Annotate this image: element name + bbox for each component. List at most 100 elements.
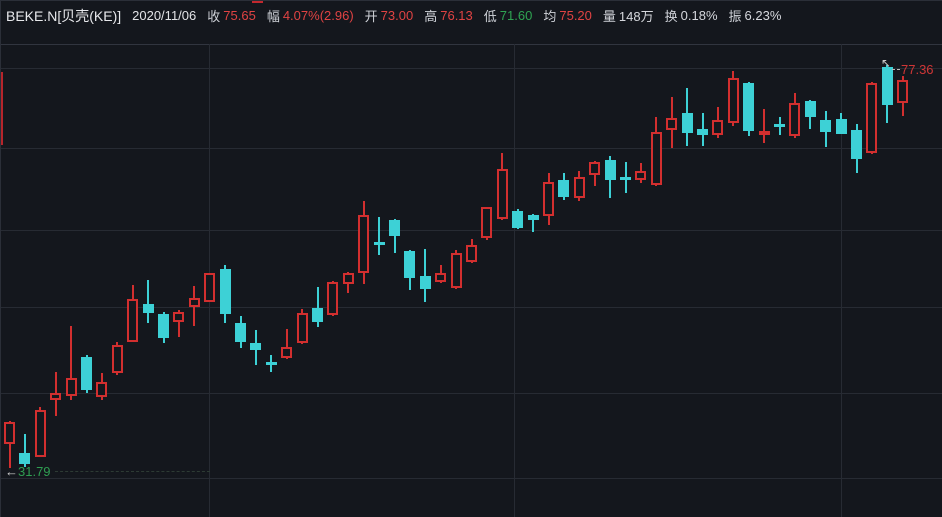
gridline-horizontal <box>0 478 942 479</box>
candle-body <box>697 129 708 136</box>
stat-value-avg: 75.20 <box>559 8 592 23</box>
stat-value-high: 76.13 <box>440 8 473 23</box>
candle-body <box>34 410 46 457</box>
candle-body <box>851 130 862 160</box>
candle-body <box>897 80 909 104</box>
symbol-name: BEKE.N[贝壳(KE)] <box>6 7 122 24</box>
candle-wick <box>316 286 319 327</box>
stat-value-close: 75.65 <box>223 8 256 23</box>
top-border-line <box>0 0 942 1</box>
stat-label-close: 收 <box>207 9 221 24</box>
candle-wick <box>23 433 26 467</box>
candle-body <box>681 113 693 134</box>
gridline-horizontal <box>0 68 942 69</box>
low-price-label: 31.79 <box>18 464 51 479</box>
candle-body <box>835 119 847 135</box>
stat-label-open: 开 <box>364 9 378 24</box>
candle-body <box>466 245 477 262</box>
stat-label-high: 高 <box>424 9 438 24</box>
candle-body <box>81 357 92 391</box>
low-price-leader-line <box>55 471 210 472</box>
candle-wick <box>378 217 381 256</box>
candle-body <box>789 102 801 136</box>
candle-wick <box>70 326 73 401</box>
stat-high: 高 76.13 <box>424 6 473 25</box>
left-border-line <box>0 0 1 517</box>
candle-body <box>4 421 15 444</box>
gridline-horizontal <box>0 230 942 231</box>
quote-date: 2020/11/06 <box>132 8 197 23</box>
candle-body <box>435 273 447 282</box>
candle-body <box>188 297 200 308</box>
candle-body <box>666 118 678 130</box>
stat-value-change: 4.07%(2.96) <box>282 8 354 23</box>
stat-value-volume: 148万 <box>618 9 654 24</box>
candle-body <box>650 131 662 185</box>
candle-wick <box>8 421 11 468</box>
stat-close: 收 75.65 <box>207 6 256 25</box>
candle-body <box>250 342 262 351</box>
candle-body <box>712 120 724 136</box>
candle-body <box>635 171 647 181</box>
candle-body <box>481 207 493 239</box>
gridline-vertical-month <box>841 44 842 517</box>
candle-body <box>758 131 770 136</box>
candle-body <box>589 161 601 176</box>
candle-body <box>219 269 231 315</box>
stat-label-volume: 量 <box>602 9 616 24</box>
stat-value-open: 73.00 <box>380 8 414 23</box>
candle-body <box>312 308 323 322</box>
candle-body <box>727 78 739 124</box>
candle-body <box>265 361 277 365</box>
candle-body <box>866 82 878 154</box>
candle-body <box>281 346 293 359</box>
candle-body <box>404 251 416 279</box>
candle-body <box>804 100 816 117</box>
candle-body <box>450 253 462 289</box>
stat-label-low: 低 <box>483 9 497 24</box>
candle-body <box>111 345 123 374</box>
candle-body <box>142 304 154 314</box>
candle-body <box>820 120 832 132</box>
high-price-label: 77.36 <box>901 62 934 77</box>
candle-body <box>373 241 385 245</box>
stat-low: 低 71.60 <box>484 6 533 25</box>
candle-body <box>65 378 77 397</box>
quote-header: BEKE.N[贝壳(KE)] 2020/11/06 收 75.65 幅 4.07%(2… <box>0 1 942 30</box>
candle-wick <box>177 310 180 337</box>
top-red-tick <box>252 0 263 3</box>
candle-wick <box>147 280 150 324</box>
stat-volume: 量 148万 <box>603 6 654 25</box>
candle-body <box>173 311 185 322</box>
stat-label-turnover: 换 <box>664 9 678 24</box>
candle-body <box>96 381 108 397</box>
candle-wick <box>393 219 396 254</box>
candle-body <box>543 181 554 216</box>
candle-body <box>50 393 62 401</box>
candle-body <box>204 273 216 302</box>
candle-body <box>358 215 370 274</box>
candle-body <box>389 220 400 237</box>
candle-body <box>558 180 570 197</box>
candle-body <box>774 123 785 127</box>
stat-value-amplitude: 6.23% <box>744 8 782 23</box>
stat-open: 开 73.00 <box>365 6 414 25</box>
low-price-annotation: ← 31.79 <box>5 464 51 479</box>
candle-wick <box>763 109 766 144</box>
high-price-leader-line <box>892 69 900 70</box>
arrow-left-icon: ← <box>5 464 18 479</box>
candle-body <box>327 281 339 316</box>
candle-body <box>496 169 508 220</box>
candle-body <box>296 312 308 344</box>
gridline-horizontal <box>0 307 942 308</box>
candle-body <box>19 453 31 465</box>
arrow-upleft-icon: ↖ <box>881 56 892 70</box>
stat-value-low: 71.60 <box>499 8 533 23</box>
candle-body <box>127 299 139 342</box>
stat-label-avg: 均 <box>543 9 557 24</box>
stat-change: 幅 4.07%(2.96) <box>267 6 354 25</box>
candle-body <box>620 176 631 180</box>
candle-wick <box>424 249 427 303</box>
gridline-vertical-month <box>514 44 515 517</box>
